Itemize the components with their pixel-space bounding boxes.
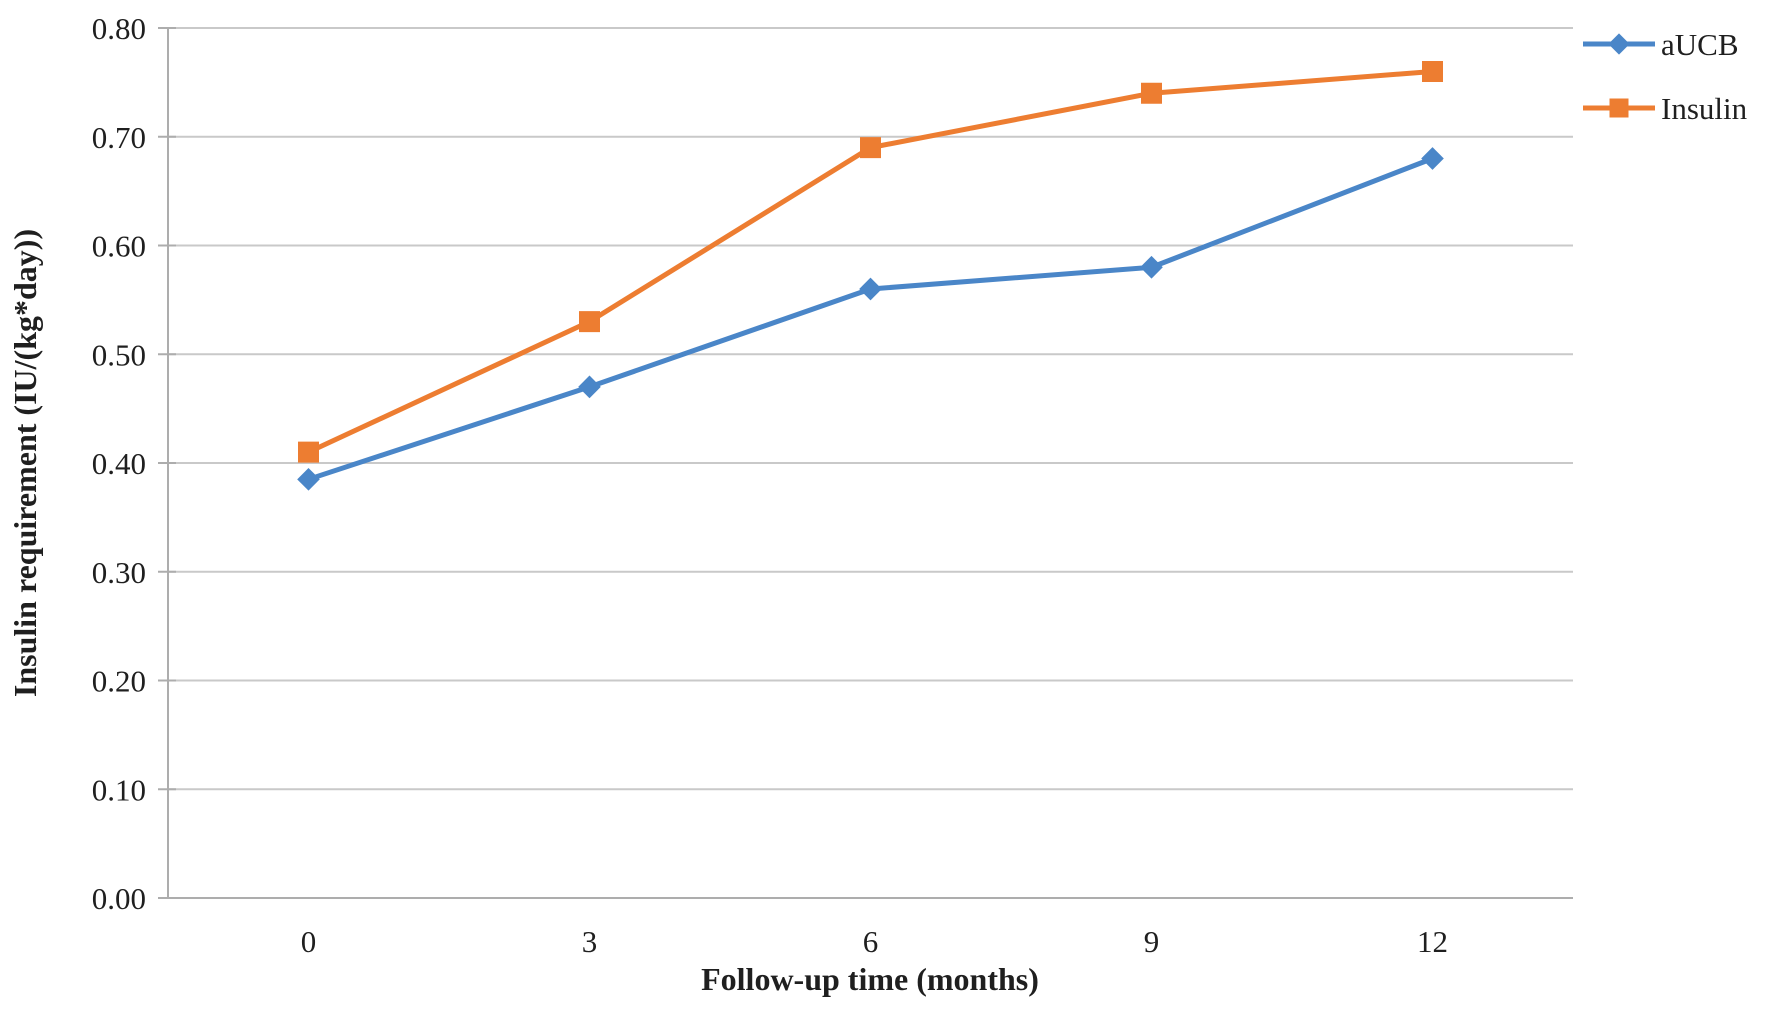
y-tick-label: 0.30 [92, 555, 146, 590]
data-point-marker [1140, 255, 1163, 279]
y-tick-label: 0.40 [92, 446, 146, 481]
grid-layer [168, 27, 1573, 791]
axis-layer [158, 27, 1573, 899]
x-tick-label: 12 [1417, 924, 1448, 959]
y-tick-label: 0.70 [92, 120, 146, 155]
series-insulin [298, 61, 1443, 463]
x-tick-label: 3 [582, 924, 598, 959]
tick-label-layer: 0.00 0.10 0.20 0.30 0.40 0.50 0.60 0.70 0.80 0 3 6 9… [92, 11, 1448, 959]
legend-marker-diamond [1608, 33, 1630, 55]
y-tick-label: 0.00 [92, 881, 146, 916]
data-point-marker [1422, 61, 1443, 82]
y-tick-label: 0.60 [92, 229, 146, 264]
y-axis-title: Insulin requirement (IU/(kg*day)) [7, 229, 43, 697]
legend-marker-square [1609, 98, 1629, 118]
x-axis-title: Follow-up time (months) [701, 961, 1039, 997]
series-line [306, 69, 1435, 455]
data-point-marker [297, 467, 320, 491]
series-line [306, 156, 1435, 482]
data-point-marker [860, 137, 881, 159]
data-point-marker [579, 311, 600, 333]
legend-entry-aucb: aUCB [1583, 27, 1739, 62]
data-point-marker [298, 441, 319, 463]
legend-label: aUCB [1661, 27, 1739, 62]
y-tick-label: 0.80 [92, 11, 146, 46]
x-tick-label: 0 [301, 924, 317, 959]
series-layer [297, 61, 1444, 491]
x-tick-label: 6 [863, 924, 879, 959]
data-point-marker [859, 277, 882, 301]
legend: aUCB Insulin [1583, 27, 1748, 126]
y-tick-label: 0.10 [92, 772, 146, 807]
legend-label: Insulin [1661, 91, 1748, 126]
data-point-marker [1421, 147, 1444, 170]
y-tick-label: 0.20 [92, 664, 146, 699]
legend-entry-insulin: Insulin [1583, 91, 1748, 126]
data-point-marker [578, 375, 601, 399]
series-aucb [297, 147, 1444, 491]
data-point-marker [1141, 82, 1162, 104]
x-tick-label: 9 [1144, 924, 1160, 959]
y-tick-label: 0.50 [92, 337, 146, 372]
